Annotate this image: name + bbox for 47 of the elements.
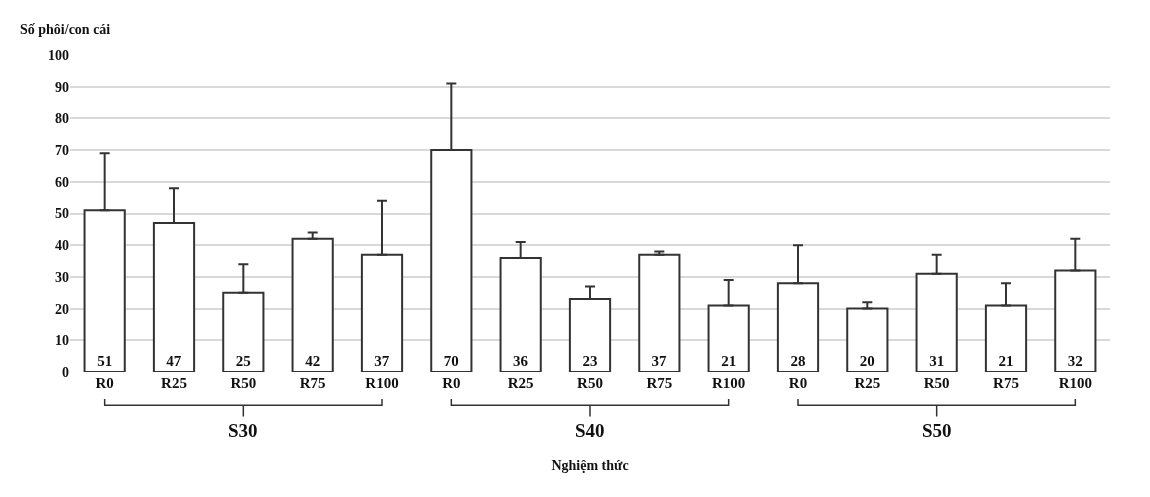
y-axis-title: Số phôi/con cái	[20, 22, 111, 37]
x-tick-label: R50	[923, 375, 950, 391]
data-label: 47	[166, 353, 182, 369]
text: S50	[922, 420, 952, 441]
x-tick-label: R100	[365, 375, 399, 391]
y-tick-label: 80	[55, 111, 69, 127]
data-label: 70	[443, 353, 459, 369]
data-label: 21	[998, 353, 1014, 369]
data-label: 31	[929, 353, 945, 369]
data-label: 37	[374, 353, 390, 369]
data-label: 25	[235, 353, 251, 369]
y-tick-label: 40	[55, 238, 69, 254]
y-tick-label: 10	[55, 333, 69, 349]
x-axis-title: Nghiệm thức	[551, 458, 629, 474]
x-tick-label: R0	[442, 375, 461, 391]
data-label: 37	[651, 353, 668, 369]
x-tick-label: R25	[161, 375, 187, 391]
data-label: 23	[582, 353, 598, 369]
data-label: 28	[790, 353, 806, 369]
bar	[638, 253, 681, 372]
x-tick-label: R100	[712, 375, 746, 391]
y-tick-label: 60	[55, 174, 69, 190]
x-tick-label: R75	[646, 375, 673, 391]
data-label: 51	[97, 353, 113, 369]
x-tick-label: R75	[299, 375, 326, 391]
data-label: 21	[721, 353, 737, 369]
x-tick-label: R0	[95, 375, 114, 391]
text: S30	[228, 420, 258, 441]
data-label: 32	[1067, 353, 1083, 369]
y-tick-label: 50	[55, 206, 69, 222]
y-tick-label: 100	[48, 47, 69, 63]
y-tick-label: 0	[62, 364, 69, 380]
data-label: 36	[512, 353, 529, 369]
y-tick-label: 20	[55, 301, 69, 317]
x-tick-label: R25	[854, 375, 881, 391]
y-tick-label: 90	[55, 79, 69, 95]
x-tick-label: R50	[230, 375, 257, 391]
y-tick-label: 70	[55, 143, 69, 158]
x-tick-label: R0	[788, 375, 808, 391]
y-tick-label: 30	[55, 269, 69, 285]
text: S40	[575, 420, 605, 441]
x-tick-label: R25	[507, 375, 534, 391]
x-tick-label: R100	[1058, 375, 1092, 391]
data-label: 42	[305, 353, 321, 369]
data-label: 20	[859, 353, 875, 369]
x-tick-label: R50	[577, 375, 603, 391]
x-tick-label: R75	[993, 375, 1019, 391]
